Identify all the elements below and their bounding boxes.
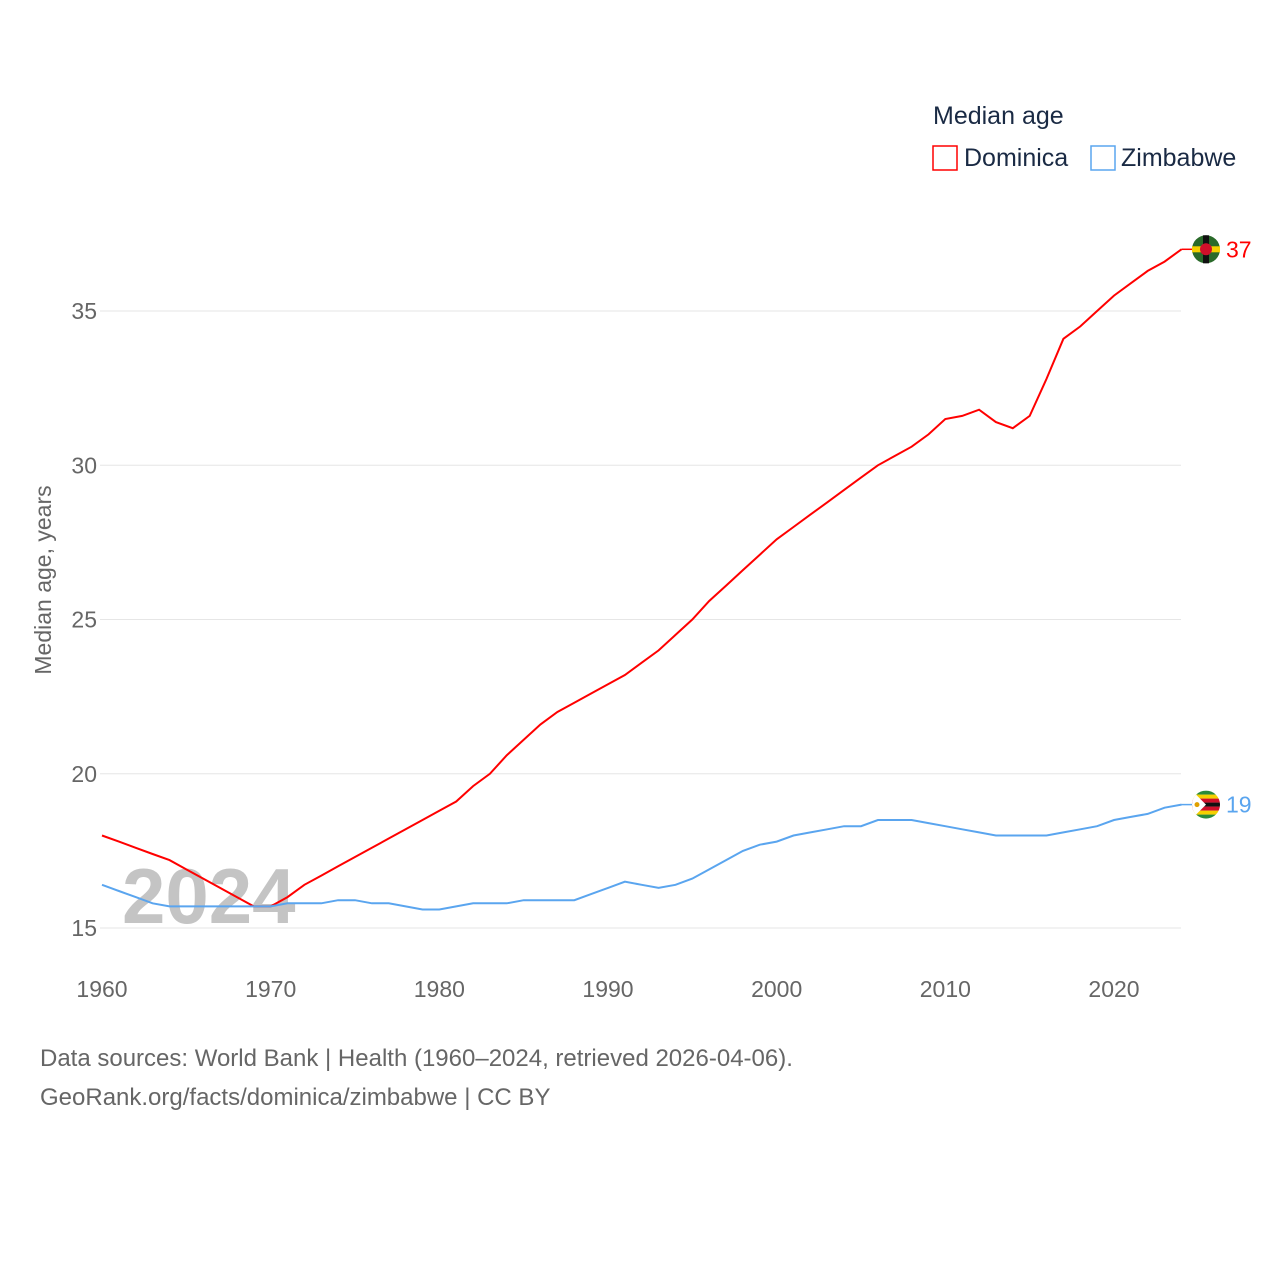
data-sources-note: Data sources: World Bank | Health (1960–… (40, 1045, 793, 1072)
x-tick-label: 2010 (920, 976, 971, 1002)
end-value-label-zimbabwe: 19 (1226, 792, 1252, 818)
x-tick-label: 1980 (414, 976, 465, 1002)
flag-stripe (1192, 790, 1220, 795)
flag-zimbabwe-icon (1192, 790, 1220, 819)
x-tick-label: 2000 (751, 976, 802, 1002)
series-line-zimbabwe (101, 803, 1182, 911)
flag-stripe (1192, 794, 1220, 799)
flag-stripe (1192, 806, 1220, 811)
legend: Median age Dominica Zimbabwe (932, 102, 1236, 172)
series-end-labels: 37 19 (1181, 235, 1252, 819)
flag-stripe (1192, 810, 1220, 815)
x-tick-label: 2020 (1088, 976, 1139, 1002)
x-tick-label: 1970 (245, 976, 296, 1002)
watermark-year: 2024 (122, 852, 296, 940)
end-value-label-dominica: 37 (1226, 236, 1252, 262)
y-tick-label: 30 (71, 452, 97, 478)
legend-label-zimbabwe: Zimbabwe (1121, 144, 1236, 172)
x-tick-label: 1990 (582, 976, 633, 1002)
y-axis-label: Median age, years (30, 485, 56, 674)
flag-dominica-icon (1192, 235, 1220, 264)
y-tick-label: 35 (71, 298, 97, 324)
gridlines (100, 310, 1181, 929)
x-axis-ticks: 1960 1970 1980 1990 2000 2010 2020 (76, 976, 1139, 1002)
legend-item-dominica[interactable]: Dominica (932, 144, 1068, 172)
y-tick-label: 25 (71, 607, 97, 633)
credit-note: GeoRank.org/facts/dominica/zimbabwe | CC… (40, 1084, 551, 1111)
y-tick-label: 15 (71, 915, 97, 941)
flag-stripe (1192, 802, 1220, 807)
x-tick-label: 1960 (76, 976, 127, 1002)
series-lines (101, 248, 1183, 911)
legend-swatch-zimbabwe (1090, 145, 1116, 171)
legend-swatch-dominica (932, 145, 958, 171)
legend-item-zimbabwe[interactable]: Zimbabwe (1090, 144, 1236, 172)
legend-label-dominica: Dominica (964, 144, 1068, 172)
flag-stripe (1192, 814, 1220, 819)
flag-bird (1194, 802, 1200, 808)
flag-stripe (1192, 798, 1220, 803)
y-tick-label: 20 (71, 761, 97, 787)
y-axis-ticks: 15 20 25 30 35 (71, 298, 97, 941)
series-line-dominica (101, 248, 1183, 908)
legend-title: Median age (933, 102, 1064, 130)
flag-emblem (1200, 243, 1212, 256)
